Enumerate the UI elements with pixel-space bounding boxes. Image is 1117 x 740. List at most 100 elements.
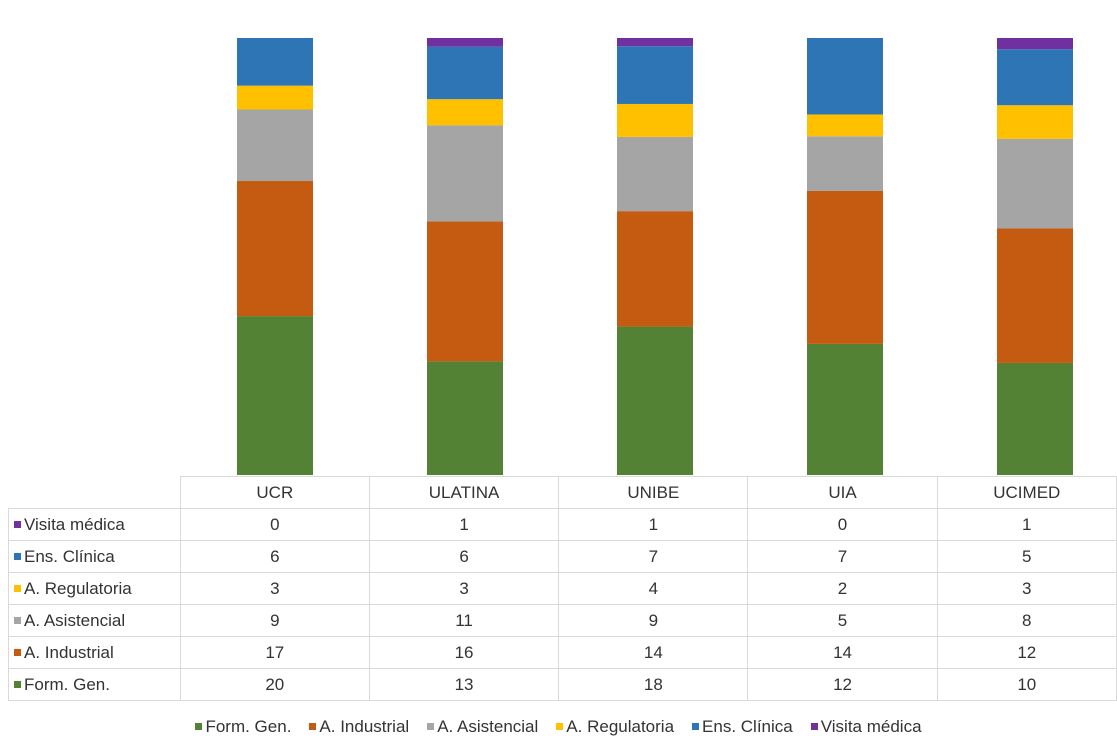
legend-key-icon xyxy=(14,648,21,656)
table-cell-value: 20 xyxy=(179,668,370,701)
series-name: A. Regulatoria xyxy=(24,578,132,598)
legend-key-icon xyxy=(556,723,564,731)
table-cell-value: 5 xyxy=(747,604,938,637)
chart-legend: Form. Gen. A. Industrial A. Asistencial A. … xyxy=(0,717,1117,737)
table-row-label: Visita médica xyxy=(8,508,181,541)
bar-segment-ucimed-2 xyxy=(997,138,1073,229)
table-row-label: A. Regulatoria xyxy=(8,572,181,605)
table-row-label: Ens. Clínica xyxy=(8,540,181,573)
table-cell-value: 11 xyxy=(368,604,560,637)
bar-segment-ulatina-0 xyxy=(427,361,503,475)
bar-segment-ulatina-1 xyxy=(427,221,503,362)
table-row: Visita médica 0 1 1 0 1 xyxy=(8,508,1117,541)
legend-label: A. Industrial xyxy=(319,717,410,736)
legend-item: Ens. Clínica xyxy=(692,717,793,737)
legend-key-icon xyxy=(14,584,21,592)
legend-key-icon xyxy=(14,680,21,688)
legend-label: Ens. Clínica xyxy=(702,717,793,736)
table-cell-value: 4 xyxy=(558,572,749,605)
bar-segment-ucr-0 xyxy=(237,316,313,475)
bar-segment-ulatina-5 xyxy=(427,38,503,47)
bar-segment-uia-0 xyxy=(807,343,883,475)
legend-label: Form. Gen. xyxy=(205,717,292,736)
legend-label: A. Asistencial xyxy=(437,717,539,736)
table-cell-value: 1 xyxy=(368,508,560,541)
bar-segment-ucr-3 xyxy=(237,85,313,110)
bar-segment-unibe-4 xyxy=(617,46,693,104)
table-col-header-ucimed: UCIMED xyxy=(936,476,1117,509)
table-cell-value: 17 xyxy=(179,636,370,669)
bar-segment-ucimed-0 xyxy=(997,362,1073,475)
table-cell-value: 2 xyxy=(747,572,938,605)
legend-item: A. Industrial xyxy=(309,717,409,737)
table-row-label: Form. Gen. xyxy=(8,668,181,701)
table-cell-value: 1 xyxy=(936,508,1117,541)
series-name: Ens. Clínica xyxy=(24,546,115,566)
table-cell-value: 6 xyxy=(179,540,370,573)
bar-segment-ulatina-3 xyxy=(427,99,503,126)
bar-segment-unibe-0 xyxy=(617,326,693,475)
legend-key-icon xyxy=(810,723,818,731)
table-cell-value: 3 xyxy=(368,572,560,605)
table-cell-value: 14 xyxy=(558,636,749,669)
table-row: Ens. Clínica 6 6 7 7 5 xyxy=(8,540,1117,573)
bar-segment-ucr-4 xyxy=(237,38,313,86)
table-corner xyxy=(8,476,181,509)
table-col-header-ulatina: ULATINA xyxy=(368,476,560,509)
legend-key-icon xyxy=(195,723,203,731)
bar-segment-uia-4 xyxy=(807,38,883,115)
bar-segment-ulatina-4 xyxy=(427,46,503,100)
table-row: A. Regulatoria 3 3 4 2 3 xyxy=(8,572,1117,605)
bar-segment-ucimed-4 xyxy=(997,49,1073,106)
table-row: A. Asistencial 9 11 9 5 8 xyxy=(8,604,1117,637)
table-cell-value: 8 xyxy=(936,604,1117,637)
table-cell-value: 6 xyxy=(368,540,560,573)
series-name: Form. Gen. xyxy=(24,674,110,694)
bar-segment-uia-1 xyxy=(807,190,883,344)
bar-segment-ucr-1 xyxy=(237,181,313,317)
table-cell-value: 18 xyxy=(558,668,749,701)
bar-segment-unibe-3 xyxy=(617,103,693,137)
table-cell-value: 16 xyxy=(368,636,560,669)
table-cell-value: 9 xyxy=(179,604,370,637)
table-cell-value: 0 xyxy=(747,508,938,541)
table-cell-value: 5 xyxy=(936,540,1117,573)
table-cell-value: 0 xyxy=(179,508,370,541)
bar-segment-ucimed-3 xyxy=(997,105,1073,139)
table-cell-value: 7 xyxy=(747,540,938,573)
series-name: A. Asistencial xyxy=(24,610,126,630)
legend-key-icon xyxy=(14,616,21,624)
chart-data-table: UCR ULATINA UNIBE UIA UCIMED Visita médica 0 1… xyxy=(8,476,1117,701)
chart-plot-area xyxy=(237,38,1073,475)
table-cell-value: 7 xyxy=(558,540,749,573)
table-row-label: A. Industrial xyxy=(8,636,181,669)
table-cell-value: 1 xyxy=(558,508,749,541)
bar-segment-unibe-5 xyxy=(617,38,693,47)
bar-segment-unibe-2 xyxy=(617,136,693,212)
table-cell-value: 12 xyxy=(936,636,1117,669)
legend-key-icon xyxy=(427,723,435,731)
table-cell-value: 12 xyxy=(747,668,938,701)
legend-item: A. Regulatoria xyxy=(556,717,674,737)
table-cell-value: 13 xyxy=(368,668,560,701)
table-row: Form. Gen. 20 13 18 12 10 xyxy=(8,668,1117,701)
table-cell-value: 3 xyxy=(179,572,370,605)
table-cell-value: 14 xyxy=(747,636,938,669)
legend-key-icon xyxy=(309,723,317,731)
legend-key-icon xyxy=(14,520,21,528)
bar-segment-uia-2 xyxy=(807,136,883,191)
bar-segment-ucimed-5 xyxy=(997,38,1073,50)
bar-segment-uia-3 xyxy=(807,114,883,137)
table-cell-value: 10 xyxy=(936,668,1117,701)
legend-item: Form. Gen. xyxy=(195,717,291,737)
bar-segment-unibe-1 xyxy=(617,211,693,327)
legend-item: A. Asistencial xyxy=(427,717,538,737)
table-cell-value: 3 xyxy=(936,572,1117,605)
series-name: A. Industrial xyxy=(24,642,114,662)
series-name: Visita médica xyxy=(24,514,125,534)
table-row-label: A. Asistencial xyxy=(8,604,181,637)
bar-segment-ucimed-1 xyxy=(997,228,1073,363)
bar-segment-ulatina-2 xyxy=(427,125,503,222)
bar-segment-ucr-2 xyxy=(237,109,313,182)
table-col-header-ucr: UCR xyxy=(179,476,370,509)
